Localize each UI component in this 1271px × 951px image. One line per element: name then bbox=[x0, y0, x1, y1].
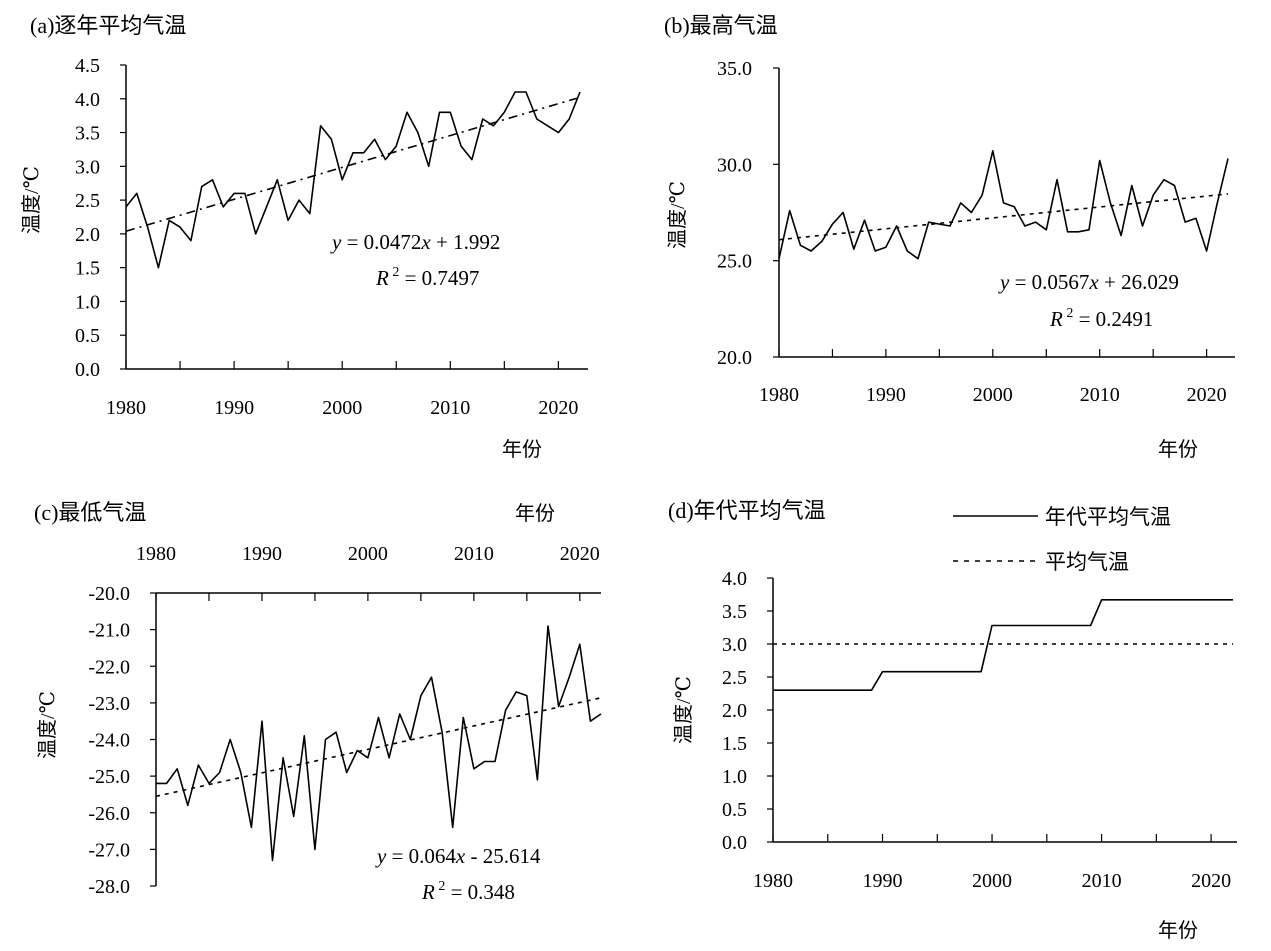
panel-c-y-tick-label: -20.0 bbox=[88, 583, 130, 605]
panel-b-equation: y = 0.0567x + 26.029 bbox=[998, 270, 1179, 294]
panel-a: (a)逐年平均气温 温度/℃ 年份 0.0 0.5 1.0 1.5 2.0 2.5 3.0 3… bbox=[20, 13, 588, 461]
panel-a-x-tick-label: 1990 bbox=[214, 397, 254, 419]
panel-d-x-tick-label: 2020 bbox=[1191, 870, 1231, 892]
panel-d-x-tick-label: 2010 bbox=[1082, 870, 1122, 892]
panel-a-series-line bbox=[125, 91, 581, 269]
panel-d: (d)年代平均气温 温度/℃ 年份 0.0 0.5 1.0 1.5 2.0 2.5 3.0 3… bbox=[668, 498, 1237, 942]
panel-c-r2: R 2 = 0.348 bbox=[421, 879, 515, 904]
panel-b-r2: R 2 = 0.2491 bbox=[1049, 306, 1153, 331]
panel-a-series-trendline bbox=[125, 96, 581, 232]
panel-b: (b)最高气温 温度/℃ 年份 20.0 25.0 30.0 35.0 1980 199… bbox=[664, 13, 1235, 461]
panel-a-title: (a)逐年平均气温 bbox=[30, 13, 186, 38]
panel-a-y-tick-label: 0.5 bbox=[75, 325, 100, 347]
panel-b-title: (b)最高气温 bbox=[664, 13, 778, 38]
panel-d-title: (d)年代平均气温 bbox=[668, 498, 826, 523]
panel-b-y-tick-label: 30.0 bbox=[717, 154, 752, 176]
panel-c-x-tick-label: 1990 bbox=[242, 543, 282, 565]
panel-b-x-tick-label: 2010 bbox=[1080, 384, 1120, 406]
legend-label-decade-mean: 年代平均气温 bbox=[1045, 505, 1171, 529]
legend-label-overall-mean: 平均气温 bbox=[1045, 550, 1129, 574]
panel-b-ylabel: 温度/℃ bbox=[666, 181, 689, 249]
panel-d-y-tick-label: 0.5 bbox=[722, 799, 747, 821]
panel-b-series-line bbox=[778, 150, 1229, 260]
panel-b-x-tick-label: 1980 bbox=[759, 384, 799, 406]
panel-b-series-trendline bbox=[778, 193, 1229, 241]
panel-c-title: (c)最低气温 bbox=[34, 500, 146, 525]
panel-a-ylabel: 温度/℃ bbox=[20, 166, 43, 234]
panel-d-y-tick-label: 1.5 bbox=[722, 733, 747, 755]
panel-c-equation: y = 0.064x - 25.614 bbox=[375, 844, 541, 868]
panel-d-ylabel: 温度/℃ bbox=[672, 676, 695, 744]
panel-b-x-tick-label: 1990 bbox=[866, 384, 906, 406]
panel-c-y-tick-label: -24.0 bbox=[88, 730, 130, 752]
panel-c-y-tick-label: -25.0 bbox=[88, 766, 130, 788]
panel-d-y-tick-label: 1.0 bbox=[722, 766, 747, 788]
panel-c-series-trendline bbox=[155, 697, 602, 798]
panel-b-x-tick-label: 2020 bbox=[1187, 384, 1227, 406]
panel-d-series-line bbox=[773, 598, 1233, 692]
panel-d-y-tick-label: 3.5 bbox=[722, 601, 747, 623]
panel-b-y-tick-label: 25.0 bbox=[717, 251, 752, 273]
panel-d-x-tick-label: 1980 bbox=[753, 870, 793, 892]
panel-c-ylabel: 温度/℃ bbox=[36, 691, 59, 759]
panel-a-r2: R 2 = 0.7497 bbox=[375, 265, 479, 290]
panel-a-y-tick-label: 1.5 bbox=[75, 258, 100, 280]
panel-a-y-tick-label: 2.5 bbox=[75, 190, 100, 212]
panel-d-legend: 年代平均气温 平均气温 bbox=[953, 505, 1171, 574]
panel-a-y-tick-label: 3.5 bbox=[75, 123, 100, 145]
panel-a-y-tick-label: 1.0 bbox=[75, 291, 100, 313]
panel-d-y-tick-label: 0.0 bbox=[722, 832, 747, 854]
panel-a-x-tick-label: 2000 bbox=[322, 397, 362, 419]
panel-c-y-tick-label: -27.0 bbox=[88, 839, 130, 861]
panel-c-x-tick-label: 2020 bbox=[560, 543, 600, 565]
panel-b-x-tick-label: 2000 bbox=[973, 384, 1013, 406]
panel-b-xlabel: 年份 bbox=[1158, 438, 1198, 461]
panel-c-x-tick-label: 2000 bbox=[348, 543, 388, 565]
panel-d-y-tick-label: 3.0 bbox=[722, 634, 747, 656]
panel-d-xlabel: 年份 bbox=[1158, 919, 1198, 942]
panel-d-y-tick-label: 2.5 bbox=[722, 667, 747, 689]
panel-c: (c)最低气温 温度/℃ 年份 -20.0 -21.0 -22.0 -23.0 -24.… bbox=[34, 500, 602, 904]
panel-a-y-tick-label: 2.0 bbox=[75, 224, 100, 246]
panel-b-y-tick-label: 35.0 bbox=[717, 58, 752, 80]
panel-b-y-tick-label: 20.0 bbox=[717, 347, 752, 369]
panel-a-y-tick-label: 4.0 bbox=[75, 89, 100, 111]
panel-a-y-tick-label: 4.5 bbox=[75, 55, 100, 77]
panel-a-x-tick-label: 2020 bbox=[538, 397, 578, 419]
panel-c-x-tick-label: 1980 bbox=[136, 543, 176, 565]
panel-d-y-tick-label: 2.0 bbox=[722, 700, 747, 722]
panel-c-xlabel: 年份 bbox=[515, 502, 555, 525]
panel-c-y-tick-label: -28.0 bbox=[88, 876, 130, 898]
panel-d-x-tick-label: 1990 bbox=[863, 870, 903, 892]
panel-a-xlabel: 年份 bbox=[502, 438, 542, 461]
panel-c-series-line bbox=[156, 625, 602, 862]
panel-c-y-tick-label: -21.0 bbox=[88, 620, 130, 642]
panel-c-x-tick-label: 2010 bbox=[454, 543, 494, 565]
panel-d-y-tick-label: 4.0 bbox=[722, 568, 747, 590]
panel-a-y-tick-label: 3.0 bbox=[75, 156, 100, 178]
panel-c-y-tick-label: -23.0 bbox=[88, 693, 130, 715]
panel-c-y-tick-label: -22.0 bbox=[88, 656, 130, 678]
panel-a-y-tick-label: 0.0 bbox=[75, 359, 100, 381]
panel-a-equation: y = 0.0472x + 1.992 bbox=[330, 230, 500, 254]
panel-a-x-tick-label: 1980 bbox=[106, 397, 146, 419]
panel-c-y-tick-label: -26.0 bbox=[88, 803, 130, 825]
panel-d-x-tick-label: 2000 bbox=[972, 870, 1012, 892]
panel-a-x-tick-label: 2010 bbox=[430, 397, 470, 419]
